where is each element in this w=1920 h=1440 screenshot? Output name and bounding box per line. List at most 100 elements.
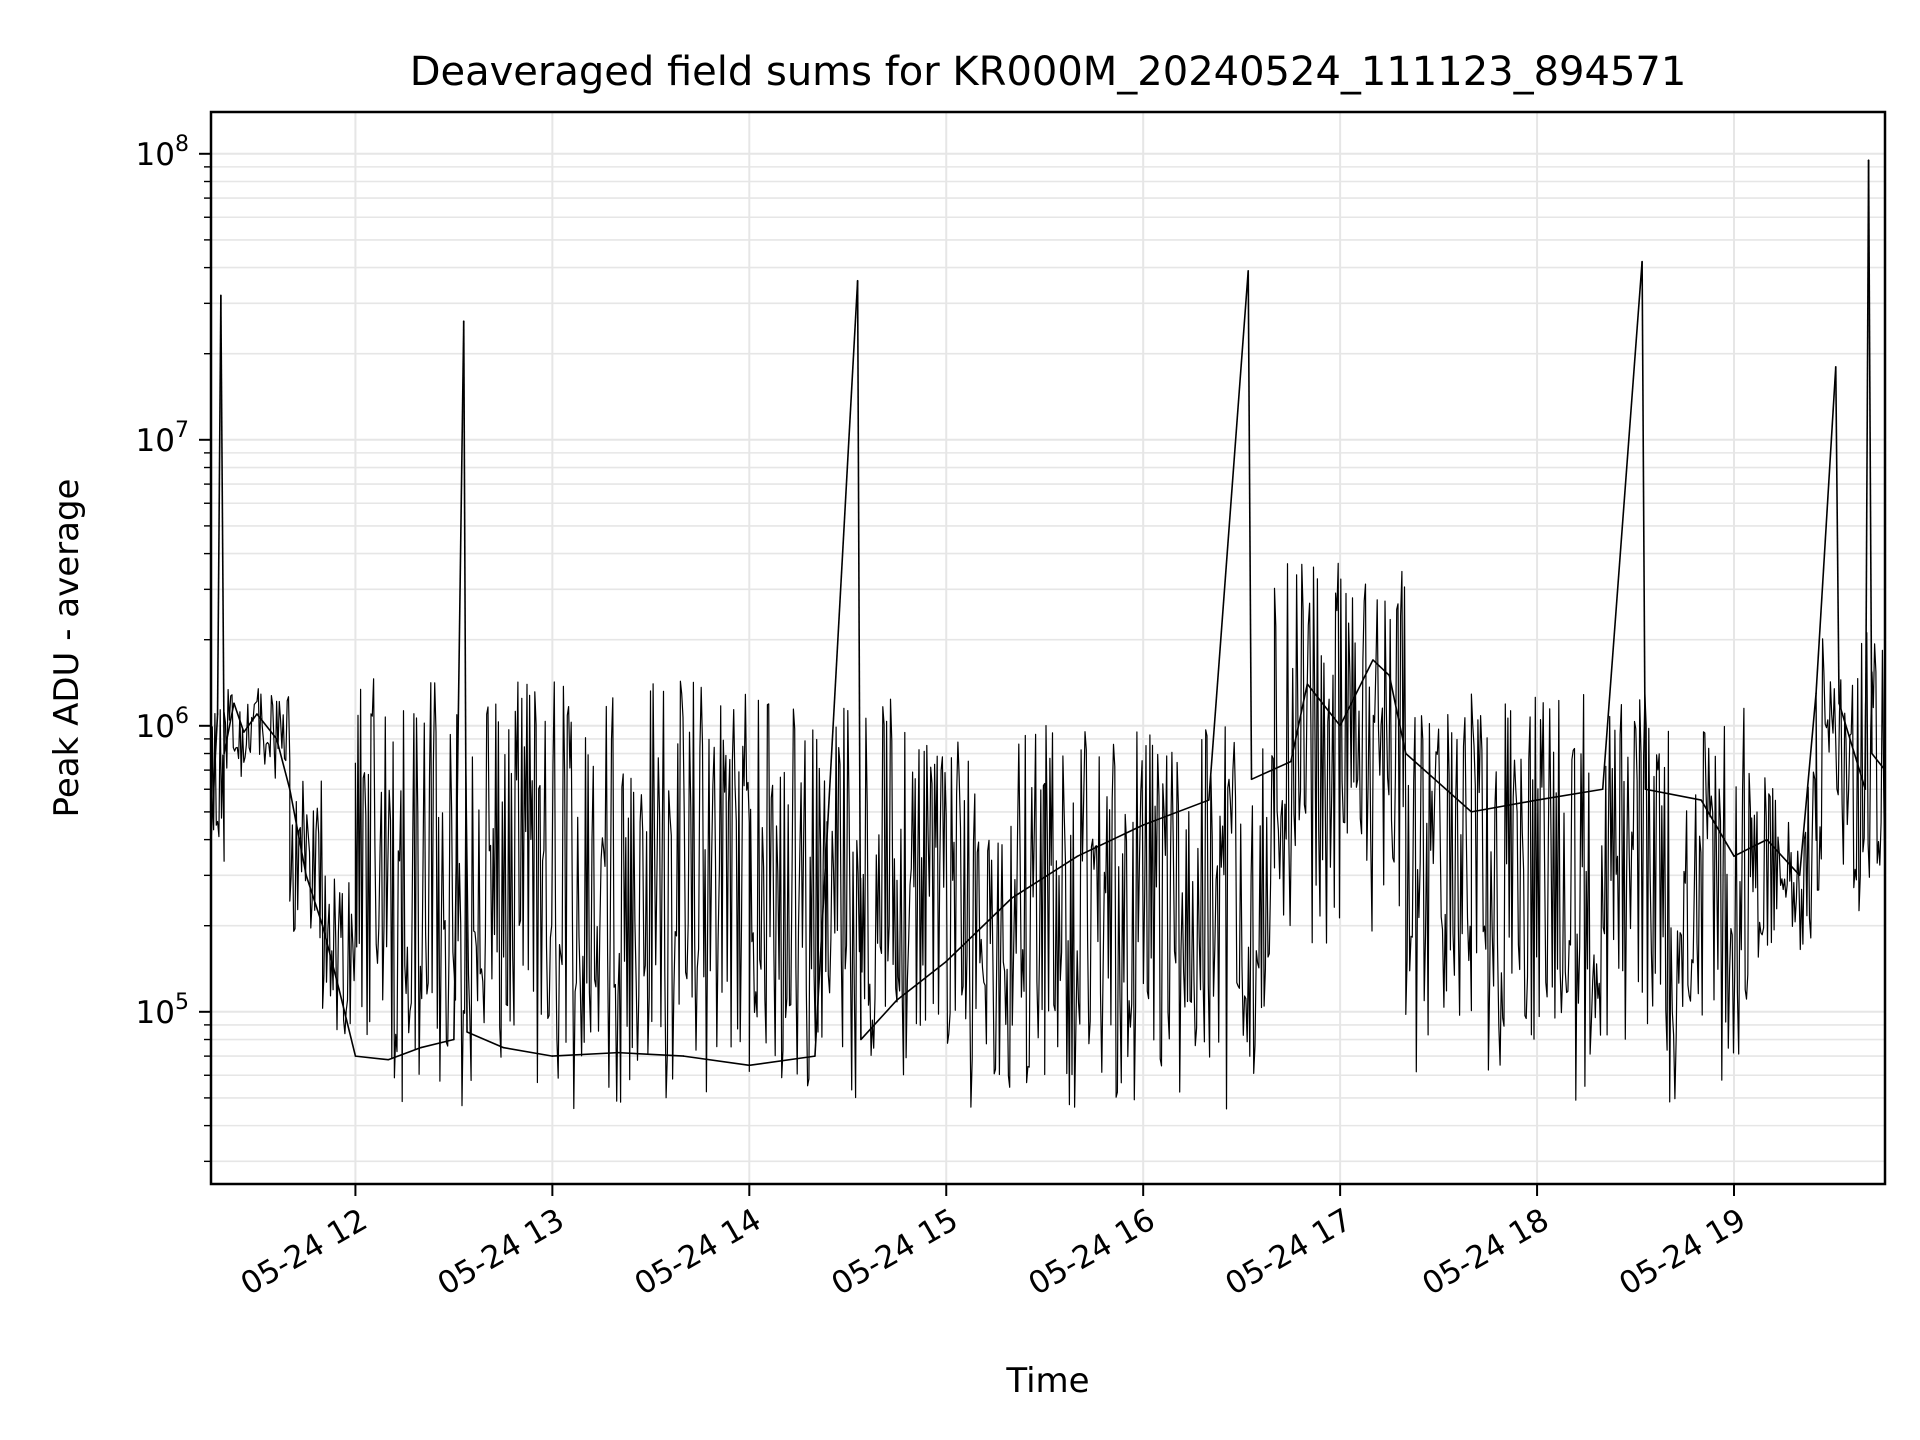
data-point xyxy=(1404,752,1407,755)
series-segment xyxy=(1834,366,1840,704)
data-point xyxy=(860,1038,862,1041)
y-tick-base: 10 xyxy=(136,423,175,459)
series-segment xyxy=(856,280,862,1040)
series-segment xyxy=(1867,160,1873,754)
series-segment xyxy=(1645,788,1702,801)
data-point xyxy=(1641,260,1643,263)
series-segment xyxy=(1815,366,1837,694)
data-point xyxy=(1339,725,1341,727)
series-segment xyxy=(387,1046,422,1061)
data-point xyxy=(1838,702,1840,704)
data-point xyxy=(1798,874,1801,877)
data-point xyxy=(1470,811,1473,813)
series-segment xyxy=(814,280,859,1057)
data-point xyxy=(420,1046,422,1049)
y-tick-label: 105 xyxy=(136,990,189,1031)
y-tick-exponent: 6 xyxy=(175,704,189,729)
series-segment xyxy=(233,702,245,733)
x-axis-label: Time xyxy=(1005,1361,1089,1401)
data-point xyxy=(288,788,291,791)
series-segment xyxy=(462,321,468,1032)
series-segment xyxy=(1011,855,1078,899)
series-segment xyxy=(420,1038,455,1049)
data-point xyxy=(1864,788,1867,791)
data-point xyxy=(814,1055,816,1057)
data-point xyxy=(1290,760,1292,763)
y-tick-exponent: 8 xyxy=(175,132,189,157)
y-tick-label: 106 xyxy=(136,704,189,745)
series-segment xyxy=(1251,760,1292,781)
data-point xyxy=(275,738,278,740)
data-point xyxy=(1011,897,1013,899)
series-segment xyxy=(1339,659,1374,727)
series-segment xyxy=(1641,261,1647,790)
data-point xyxy=(462,320,465,322)
series-segment xyxy=(1798,693,1817,876)
series-segment xyxy=(1864,160,1870,790)
data-point xyxy=(1766,838,1768,841)
series-segment xyxy=(355,1055,389,1061)
series-segment xyxy=(453,321,465,1040)
data-point xyxy=(1644,788,1647,791)
data-point xyxy=(1208,799,1210,801)
data-point xyxy=(1142,824,1144,826)
data-point xyxy=(1700,799,1702,801)
data-point xyxy=(1388,674,1391,677)
data-point xyxy=(387,1058,390,1061)
data-point xyxy=(233,702,235,704)
data-point xyxy=(354,1055,357,1057)
series-segment xyxy=(683,1055,750,1067)
series-trace xyxy=(210,562,1886,1110)
data-point xyxy=(1733,855,1735,858)
data-point xyxy=(321,924,324,927)
data-point xyxy=(1536,799,1538,801)
series-segment xyxy=(502,1046,553,1057)
series-segment xyxy=(305,875,324,926)
series-segment xyxy=(1733,838,1768,857)
series-segment xyxy=(223,703,235,754)
data-point xyxy=(1834,365,1837,368)
y-tick-exponent: 5 xyxy=(175,990,189,1015)
data-point xyxy=(1076,855,1079,858)
data-point xyxy=(1306,683,1309,685)
series-segment xyxy=(1372,659,1390,677)
y-axis-label: Peak ADU - average xyxy=(47,479,87,818)
data-point xyxy=(551,1055,554,1057)
data-point xyxy=(338,988,340,990)
series-segment xyxy=(1471,799,1538,813)
series-segment xyxy=(288,789,307,876)
series-segment xyxy=(945,897,1013,963)
data-point xyxy=(453,1038,455,1041)
series-segment xyxy=(1536,788,1603,801)
series-segment xyxy=(1388,675,1407,754)
series-segment xyxy=(1700,799,1735,857)
series-segment xyxy=(860,999,898,1041)
series-segment xyxy=(256,713,278,740)
data-point xyxy=(856,279,859,282)
data-point xyxy=(216,713,219,715)
series-segment xyxy=(1306,683,1341,727)
series-segment xyxy=(338,988,357,1057)
series-segment xyxy=(1208,270,1250,801)
data-point xyxy=(682,1055,685,1057)
series-segment xyxy=(1766,839,1801,876)
y-tick-label: 107 xyxy=(136,418,189,459)
y-tick-label: 108 xyxy=(136,132,189,173)
data-point xyxy=(945,960,948,963)
data-point xyxy=(243,731,245,733)
series-group xyxy=(210,159,1886,1110)
series-segment xyxy=(1405,752,1472,813)
series-segment xyxy=(1290,683,1309,762)
series-segment xyxy=(220,295,225,754)
y-tick-base: 10 xyxy=(136,709,175,745)
data-point xyxy=(617,1051,619,1054)
data-point xyxy=(1250,778,1253,781)
series-segment xyxy=(896,960,947,1001)
y-tick-exponent: 7 xyxy=(175,418,189,443)
series-segment xyxy=(466,1031,504,1049)
y-tick-base: 10 xyxy=(136,995,175,1031)
chart-title: Deaveraged field sums for KR000M_2024052… xyxy=(410,49,1687,95)
series-segment xyxy=(1142,799,1210,826)
